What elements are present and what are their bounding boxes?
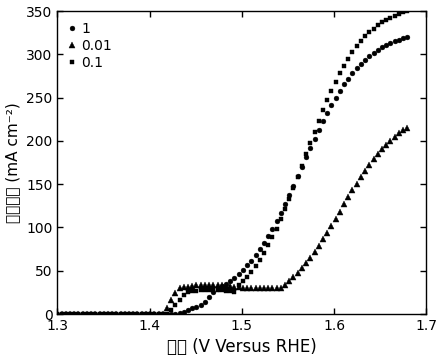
1 — [211, 289, 216, 294]
X-axis label: 电位 (V Versus RHE): 电位 (V Versus RHE) — [167, 338, 317, 357]
0.01 — [76, 312, 81, 316]
1 — [54, 312, 60, 316]
Y-axis label: 电流密度 (mA cm⁻²): 电流密度 (mA cm⁻²) — [6, 102, 20, 223]
1 — [76, 312, 81, 316]
0.01 — [320, 237, 326, 241]
0.1 — [320, 108, 326, 113]
0.01 — [59, 312, 64, 316]
0.1 — [404, 9, 410, 13]
0.01 — [228, 284, 233, 288]
0.01 — [404, 126, 410, 130]
Line: 0.1: 0.1 — [55, 9, 410, 316]
0.1 — [59, 312, 64, 316]
0.1 — [228, 289, 233, 294]
Line: 0.01: 0.01 — [54, 125, 410, 317]
0.01 — [337, 209, 342, 214]
1 — [404, 35, 410, 39]
1 — [228, 279, 233, 283]
1 — [337, 89, 342, 93]
1 — [59, 312, 64, 316]
Legend: 1, 0.01, 0.1: 1, 0.01, 0.1 — [64, 18, 116, 74]
0.01 — [211, 282, 216, 287]
1 — [320, 119, 326, 123]
0.1 — [54, 312, 60, 316]
0.1 — [337, 71, 342, 76]
0.01 — [54, 312, 60, 316]
0.1 — [211, 288, 216, 292]
0.1 — [76, 312, 81, 316]
Line: 1: 1 — [55, 35, 410, 316]
